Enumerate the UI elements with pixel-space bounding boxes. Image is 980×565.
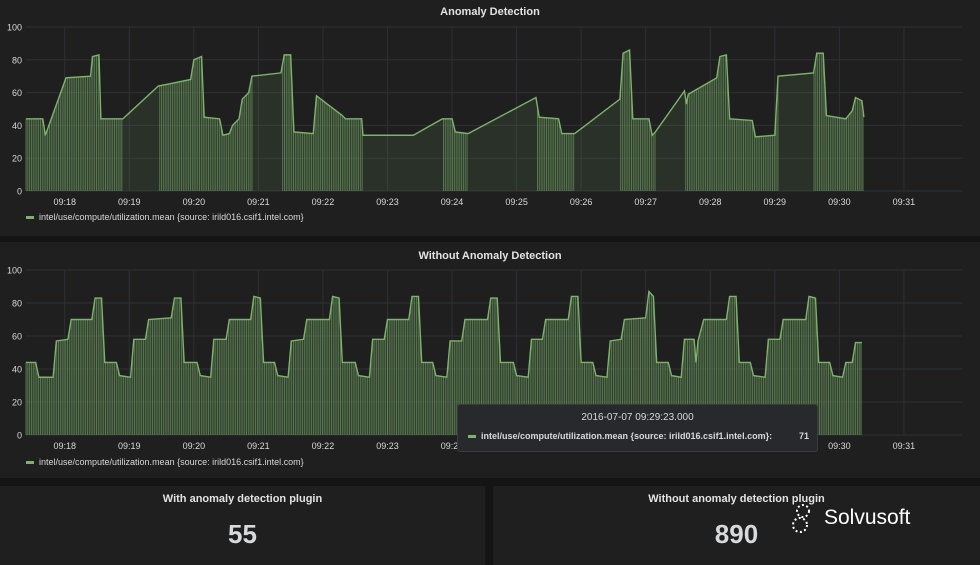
x-tick-label: 09:30 <box>828 197 851 207</box>
legend-label: intel/use/compute/utilization.mean {sour… <box>39 457 304 467</box>
x-tick-label: 09:24 <box>441 197 464 207</box>
watermark-text: Solvusoft <box>824 506 911 529</box>
x-tick-label: 09:27 <box>634 197 657 207</box>
y-tick-label: 60 <box>12 332 22 342</box>
x-tick-label: 09:31 <box>893 441 916 451</box>
x-tick-label: 09:22 <box>312 197 335 207</box>
stat-panel-without-plugin: Without anomaly detection plugin 890 <box>493 486 980 565</box>
stat-title[interactable]: Without anomaly detection plugin <box>648 493 825 505</box>
y-tick-label: 80 <box>12 55 22 65</box>
x-tick-label: 09:26 <box>570 197 593 207</box>
tooltip-series-row: intel/use/compute/utilization.mean {sour… <box>468 431 809 441</box>
x-tick-label: 09:20 <box>183 197 206 207</box>
panel-title[interactable]: Without Anomaly Detection <box>418 250 562 262</box>
legend-label: intel/use/compute/utilization.mean {sour… <box>39 212 304 222</box>
series-line <box>26 48 865 138</box>
legend-item[interactable]: intel/use/compute/utilization.mean {sour… <box>26 457 304 467</box>
y-tick-label: 80 <box>12 299 22 309</box>
x-tick-label: 09:31 <box>893 197 916 207</box>
tooltip-value: 71 <box>798 431 809 441</box>
y-tick-label: 100 <box>7 23 22 33</box>
y-tick-label: 60 <box>12 88 22 98</box>
legend-swatch <box>26 215 34 219</box>
y-tick-label: 20 <box>12 398 22 408</box>
y-tick-label: 0 <box>17 431 22 441</box>
x-tick-label: 09:24 <box>441 441 464 451</box>
x-tick-label: 09:18 <box>53 441 76 451</box>
hover-tooltip: 2016-07-07 09:29:23.000 intel/use/comput… <box>457 404 818 452</box>
x-tick-label: 09:21 <box>247 441 270 451</box>
y-tick-label: 0 <box>17 187 22 197</box>
stat-value: 55 <box>228 519 257 549</box>
x-tick-label: 09:23 <box>376 441 399 451</box>
anomaly-detection-chart: 0 20 40 60 80 100 09:18 09:19 09:20 09:21 09:22 09:… <box>7 23 962 207</box>
legend-item[interactable]: intel/use/compute/utilization.mean {sour… <box>26 212 304 222</box>
tooltip-swatch <box>468 434 476 438</box>
x-tick-label: 09:18 <box>53 197 76 207</box>
tooltip-time: 2016-07-07 09:29:23.000 <box>581 412 694 423</box>
legend-swatch <box>26 460 34 464</box>
x-tick-label: 09:19 <box>118 197 141 207</box>
x-tick-label: 09:28 <box>699 197 722 207</box>
stat-value: 890 <box>714 519 759 549</box>
solvusoft-logo-icon <box>792 504 810 533</box>
stat-title[interactable]: With anomaly detection plugin <box>162 493 323 505</box>
series-line <box>26 289 862 379</box>
solvusoft-watermark: Solvusoft <box>788 500 948 536</box>
x-tick-label: 09:25 <box>505 197 528 207</box>
x-tick-label: 09:23 <box>376 197 399 207</box>
x-tick-label: 09:20 <box>183 441 206 451</box>
x-tick-label: 09:21 <box>247 197 270 207</box>
anomaly-detection-panel: Anomaly Detection 0 20 40 60 80 100 09:18 09:19… <box>0 0 980 236</box>
x-tick-label: 09:30 <box>828 441 851 451</box>
y-tick-label: 40 <box>12 121 22 131</box>
x-tick-label: 09:29 <box>764 197 787 207</box>
y-tick-label: 20 <box>12 154 22 164</box>
x-tick-label: 09:19 <box>118 441 141 451</box>
stat-panel-with-plugin: With anomaly detection plugin 55 <box>0 486 485 565</box>
tooltip-series-name: intel/use/compute/utilization.mean {sour… <box>481 431 773 441</box>
x-tick-label: 09:22 <box>312 441 335 451</box>
panel-title[interactable]: Anomaly Detection <box>440 6 540 18</box>
y-tick-label: 40 <box>12 365 22 375</box>
y-tick-label: 100 <box>7 266 22 276</box>
